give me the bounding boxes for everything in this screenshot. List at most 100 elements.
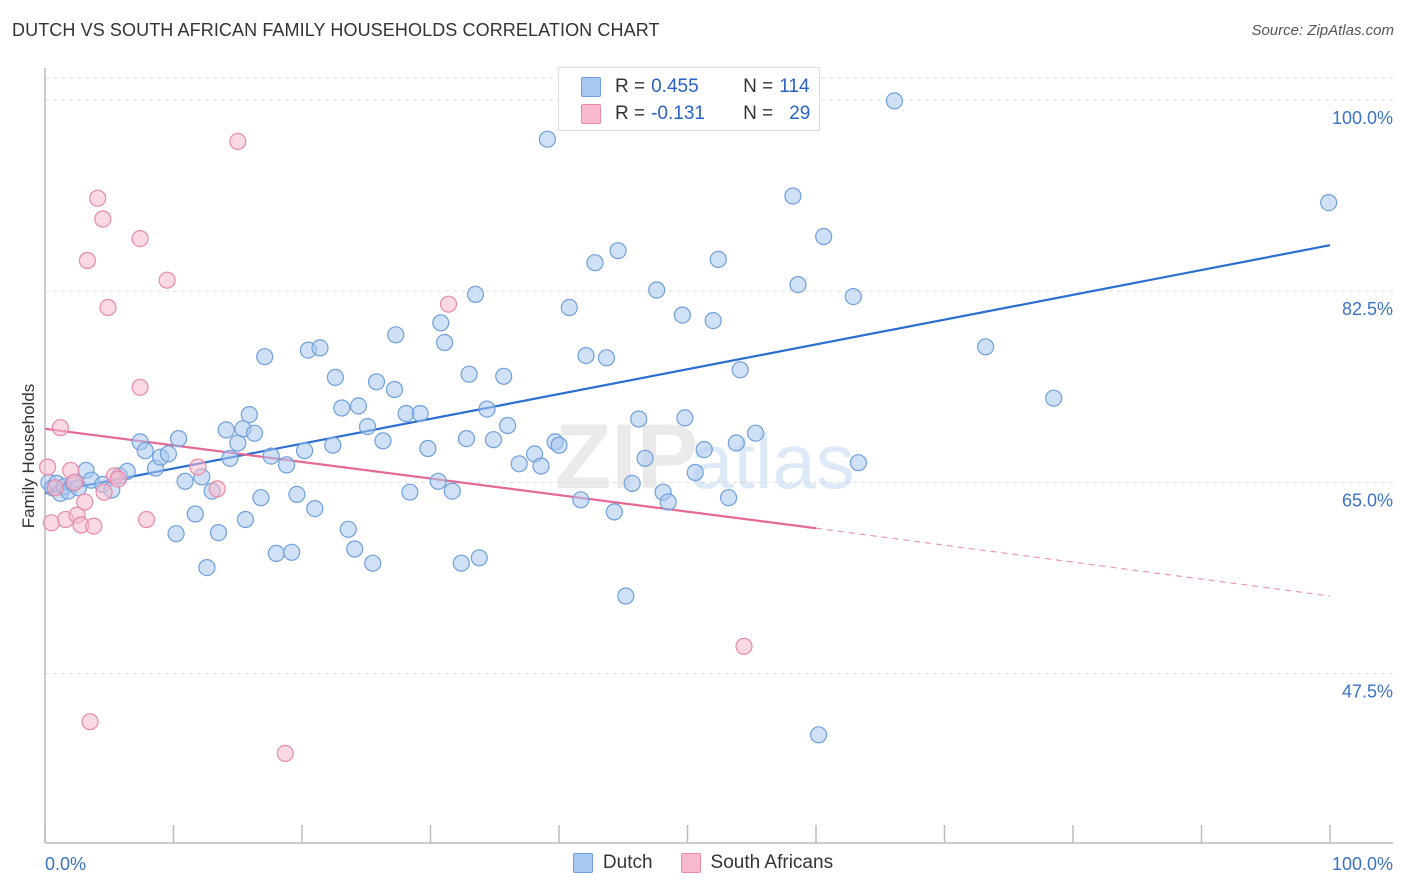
dutch-point xyxy=(550,436,568,454)
dutch-point xyxy=(221,449,239,467)
dutch-point xyxy=(510,455,528,473)
stats-legend: R = 0.455 N = 114 R = -0.131 N = 29 xyxy=(558,67,820,131)
dutch-point xyxy=(283,543,301,561)
dutch-point xyxy=(240,406,258,424)
legend-row-dutch: R = 0.455 N = 114 xyxy=(581,75,810,99)
dutch-point xyxy=(704,312,722,330)
south-african-point xyxy=(89,189,107,207)
dutch-point xyxy=(346,540,364,558)
sa-n-label: N = xyxy=(743,103,774,124)
dutch-point xyxy=(401,483,419,501)
dutch-point xyxy=(209,523,228,542)
legend-row-south-africans: R = -0.131 N = 29 xyxy=(581,102,810,126)
watermark-atlas: atlas xyxy=(690,417,855,505)
south-african-point xyxy=(99,298,117,317)
legend-item-dutch[interactable]: Dutch xyxy=(572,852,653,874)
dutch-n-value: 114 xyxy=(779,76,810,97)
dutch-trend-line xyxy=(44,244,1331,495)
dutch-point xyxy=(326,368,344,386)
dutch-point xyxy=(186,505,204,523)
dutch-point xyxy=(538,130,557,148)
dutch-point xyxy=(245,424,264,442)
dutch-point xyxy=(262,447,280,465)
dutch-point xyxy=(460,365,478,383)
south-african-point xyxy=(85,517,103,535)
south-african-point xyxy=(158,271,176,289)
y-tick-label: 65.0% xyxy=(1342,490,1393,510)
south-african-point xyxy=(137,510,156,529)
dutch-point xyxy=(586,254,604,272)
south-african-point xyxy=(131,378,149,396)
south-africans-legend-label: South Africans xyxy=(710,852,834,873)
dutch-point xyxy=(676,409,694,427)
dutch-n-label: N = xyxy=(743,76,774,97)
dutch-point xyxy=(387,326,405,344)
dutch-point xyxy=(136,442,154,460)
south-african-point xyxy=(42,514,61,532)
south-african-point xyxy=(46,479,64,497)
dutch-point xyxy=(429,472,447,490)
dutch-point xyxy=(333,399,351,417)
dutch-point xyxy=(809,726,828,744)
dutch-point xyxy=(296,442,314,460)
dutch-point xyxy=(731,361,749,379)
dutch-point xyxy=(452,554,470,572)
dutch-point xyxy=(252,489,270,507)
dutch-point xyxy=(443,482,461,500)
dutch-point xyxy=(159,445,177,463)
dutch-point xyxy=(436,333,454,352)
dutch-point xyxy=(236,510,255,529)
dutch-r-value: 0.455 xyxy=(651,76,699,97)
dutch-swatch xyxy=(581,77,601,97)
dutch-point xyxy=(278,456,296,474)
dutch-point xyxy=(495,367,513,385)
dutch-point xyxy=(364,554,382,572)
south-african-point xyxy=(95,483,113,501)
dutch-point xyxy=(466,285,485,303)
dutch-point xyxy=(623,474,641,492)
dutch-point xyxy=(630,410,648,428)
dutch-point xyxy=(609,242,627,260)
dutch-point xyxy=(411,404,429,423)
dutch-point xyxy=(673,306,692,324)
dutch-point xyxy=(217,421,235,439)
dutch-point xyxy=(470,549,488,567)
dutch-point xyxy=(849,454,868,472)
dutch-point xyxy=(617,587,635,605)
dutch-point xyxy=(844,288,862,306)
y-axis-label: Family Households xyxy=(19,384,38,529)
south-african-point xyxy=(229,132,247,150)
dutch-point xyxy=(560,298,578,317)
source-credit: Source: ZipAtlas.com xyxy=(1251,22,1394,39)
dutch-point xyxy=(457,430,476,448)
dutch-point xyxy=(198,558,216,577)
dutch-legend-label: Dutch xyxy=(602,852,653,873)
south-africans-trend-line-extension xyxy=(815,527,1331,597)
south-african-point xyxy=(276,744,294,763)
sa-r-value: -0.131 xyxy=(651,103,705,124)
south-african-point xyxy=(65,473,84,491)
dutch-point xyxy=(256,348,274,366)
south-african-point xyxy=(109,470,127,488)
dutch-point xyxy=(815,227,833,246)
dutch-point xyxy=(885,92,904,110)
sa-r-label: R = xyxy=(615,103,646,124)
dutch-point xyxy=(176,472,194,490)
dutch-point xyxy=(1045,389,1063,407)
dutch-point xyxy=(709,250,727,268)
dutch-point xyxy=(324,436,342,454)
dutch-point xyxy=(358,418,377,436)
dutch-point xyxy=(385,380,404,399)
watermark-zip: ZIP xyxy=(555,406,698,508)
south-african-point xyxy=(81,713,99,731)
south-africans-legend-swatch xyxy=(680,853,701,873)
dutch-point xyxy=(374,432,392,450)
dutch-point xyxy=(976,338,995,356)
dutch-point xyxy=(367,373,386,391)
x-tick-label-min: 0.0% xyxy=(45,854,86,874)
dutch-point xyxy=(695,441,713,459)
axis-layer: 47.5% 65.0% 82.5% 100.0% 0.0% 100.0% xyxy=(44,68,1393,874)
legend-item-south-africans[interactable]: South Africans xyxy=(680,852,834,874)
dutch-point xyxy=(532,457,550,475)
dutch-point xyxy=(572,491,590,509)
